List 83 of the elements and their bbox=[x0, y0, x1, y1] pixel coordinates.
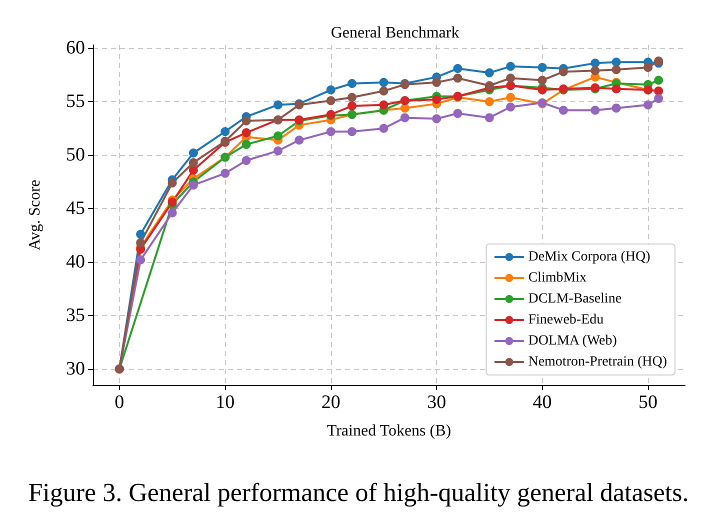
point bbox=[612, 65, 621, 74]
legend-label: Nemotron-Pretrain (HQ) bbox=[528, 354, 668, 370]
point bbox=[242, 156, 251, 165]
point bbox=[326, 127, 336, 136]
point bbox=[432, 95, 442, 104]
point bbox=[453, 64, 462, 74]
point bbox=[348, 127, 356, 136]
x-tick-label: 50 bbox=[638, 392, 658, 413]
point bbox=[644, 62, 652, 72]
point bbox=[612, 58, 621, 67]
x-tick-label: 30 bbox=[427, 392, 446, 413]
point bbox=[644, 100, 652, 110]
point bbox=[453, 74, 462, 83]
point bbox=[484, 97, 494, 106]
point bbox=[379, 78, 388, 87]
point bbox=[242, 140, 251, 149]
caption: Figure 3. General performance of high-quality general datasets. bbox=[27, 478, 690, 508]
point bbox=[188, 148, 198, 158]
point bbox=[506, 102, 516, 112]
point bbox=[348, 101, 356, 110]
point bbox=[484, 68, 494, 78]
point bbox=[379, 124, 388, 133]
y-tick-label: 40 bbox=[66, 252, 85, 273]
point bbox=[506, 92, 516, 102]
point bbox=[348, 92, 356, 102]
point bbox=[274, 146, 282, 156]
y-tick-label: 50 bbox=[66, 144, 85, 166]
point bbox=[294, 136, 304, 145]
point bbox=[453, 108, 462, 118]
x-axis-title: Trained Tokens (B) bbox=[326, 422, 452, 440]
chart-title: General Benchmark bbox=[330, 24, 460, 42]
y-tick-label: 35 bbox=[66, 305, 85, 326]
legend-label: ClimbMix bbox=[528, 270, 587, 286]
point bbox=[136, 255, 146, 264]
point bbox=[379, 100, 388, 110]
point bbox=[168, 178, 177, 188]
legend-label: DeMix Corpora (HQ) bbox=[528, 250, 651, 264]
point bbox=[326, 85, 336, 94]
point bbox=[188, 180, 198, 190]
point bbox=[484, 113, 494, 122]
point bbox=[242, 116, 251, 126]
x-tick-label: 20 bbox=[321, 392, 340, 413]
point bbox=[400, 113, 410, 122]
y-tick-label: 60 bbox=[66, 38, 85, 59]
point bbox=[612, 104, 621, 113]
point bbox=[348, 78, 356, 88]
point bbox=[654, 76, 664, 85]
point bbox=[590, 58, 600, 68]
point bbox=[136, 238, 146, 248]
point bbox=[506, 62, 516, 71]
point bbox=[274, 100, 282, 110]
point bbox=[538, 62, 547, 72]
x-tick-label: 40 bbox=[532, 392, 552, 413]
point bbox=[188, 158, 198, 168]
point bbox=[326, 96, 336, 106]
point bbox=[220, 127, 230, 136]
point bbox=[220, 168, 230, 178]
point bbox=[538, 76, 547, 85]
point bbox=[558, 67, 568, 76]
point bbox=[242, 128, 251, 138]
point bbox=[612, 84, 621, 94]
x-tick-label: 0 bbox=[114, 392, 124, 413]
y-tick-label: 55 bbox=[66, 91, 85, 112]
point bbox=[558, 106, 568, 115]
point bbox=[168, 208, 177, 218]
point bbox=[432, 78, 442, 87]
point bbox=[506, 74, 516, 83]
x-tick-label: 10 bbox=[216, 392, 235, 413]
point bbox=[188, 166, 198, 175]
point bbox=[590, 106, 600, 115]
legend-label: DCLM-Baseline bbox=[528, 292, 622, 306]
y-axis-title: Avg. Score bbox=[26, 180, 44, 250]
point bbox=[379, 86, 388, 96]
point bbox=[400, 104, 410, 113]
y-tick-label: 45 bbox=[66, 198, 85, 220]
point bbox=[432, 114, 442, 124]
point bbox=[136, 230, 146, 239]
y-tick-label: 30 bbox=[66, 358, 85, 380]
point bbox=[654, 94, 664, 103]
point bbox=[590, 66, 600, 76]
point bbox=[274, 131, 282, 140]
legend-label: DOLMA (Web) bbox=[528, 334, 618, 348]
legend-label: Fineweb-Edu bbox=[528, 312, 604, 328]
